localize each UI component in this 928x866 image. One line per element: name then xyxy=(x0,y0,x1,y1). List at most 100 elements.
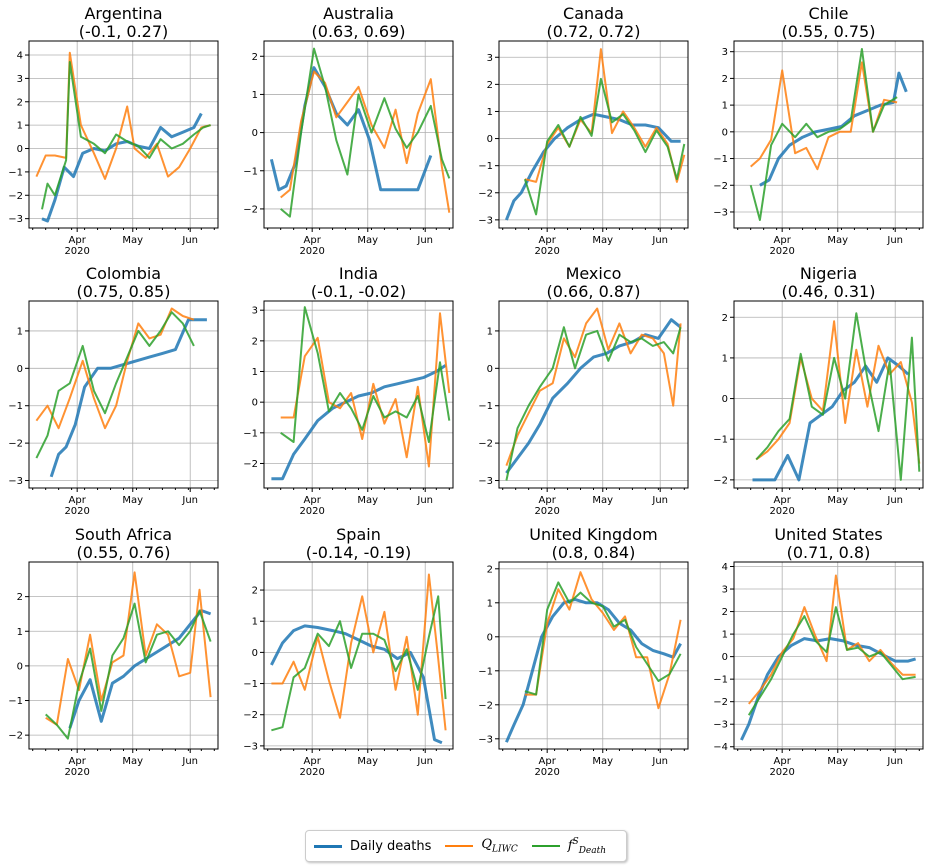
legend-label-f-death: fSDeath xyxy=(567,836,607,856)
y-tick-label: −1 xyxy=(243,166,258,177)
x-tick-label: May xyxy=(122,495,143,506)
x-tick-label: May xyxy=(827,756,848,767)
x-year-label: 2020 xyxy=(534,506,559,517)
y-tick-label: −2 xyxy=(8,191,23,202)
y-tick-label: −1 xyxy=(8,696,23,707)
series-line-q-liwc xyxy=(755,320,921,464)
y-tick-label: −1 xyxy=(478,161,493,172)
x-year-label: 2020 xyxy=(64,246,89,257)
y-tick-label: 0 xyxy=(722,127,728,138)
y-tick-label: −2 xyxy=(478,700,493,711)
x-tick-label: Apr xyxy=(304,756,322,767)
y-tick-label: 1 xyxy=(487,107,493,118)
subplot-australia: −2 −1 0 1 2 Apr May Jun 2020 Australia(0.63, 0.69… xyxy=(243,4,454,257)
legend-swatch-q-liwc xyxy=(445,845,474,847)
y-tick-label: −2 xyxy=(713,181,728,192)
x-tick-label: Apr xyxy=(774,235,792,246)
x-year-label: 2020 xyxy=(769,767,794,778)
y-tick-label: −2 xyxy=(8,439,23,450)
y-tick-label: 2 xyxy=(17,97,23,108)
x-tick-label: Jun xyxy=(181,495,198,506)
x-year-label: 2020 xyxy=(64,506,89,517)
x-tick-label: May xyxy=(827,495,848,506)
x-year-label: 2020 xyxy=(769,506,794,517)
subplot-title: Canada xyxy=(563,4,624,23)
axes-frame xyxy=(498,300,689,489)
y-tick-label: 0 xyxy=(17,364,23,375)
y-tick-label: −1 xyxy=(243,679,258,690)
y-tick-label: 1 xyxy=(487,326,493,337)
subplot-subtitle: (0.63, 0.69) xyxy=(312,22,406,41)
y-tick-label: 4 xyxy=(722,562,728,573)
y-tick-label: −2 xyxy=(243,204,258,215)
y-tick-label: 3 xyxy=(722,47,728,58)
series-line-f-s-death xyxy=(755,312,921,481)
y-tick-label: −3 xyxy=(713,720,728,731)
series-line-f-s-death xyxy=(505,326,682,481)
y-tick-label: −2 xyxy=(478,439,493,450)
series-line-f-s-death xyxy=(35,311,195,459)
subplot-title: Spain xyxy=(336,525,381,544)
series-line-q-liwc xyxy=(45,571,212,726)
series-line-daily-deaths xyxy=(740,637,917,741)
legend-item-q-liwc: QLIWC xyxy=(445,837,518,855)
subplot-south-africa: −2 −1 0 1 2 Apr May Jun 2020 South Africa(0.55, 0… xyxy=(8,525,219,778)
y-tick-label: 1 xyxy=(722,630,728,641)
y-tick-label: 1 xyxy=(17,326,23,337)
x-year-label: 2020 xyxy=(64,767,89,778)
x-tick-label: Jun xyxy=(886,235,903,246)
subplot-subtitle: (0.55, 0.76) xyxy=(77,543,171,562)
subplot-subtitle: (0.71, 0.8) xyxy=(787,543,871,562)
y-tick-label: −3 xyxy=(243,741,258,752)
y-tick-label: 2 xyxy=(722,313,728,324)
series-line-f-s-death xyxy=(41,61,211,210)
x-tick-label: Jun xyxy=(416,756,433,767)
series-line-daily-deaths xyxy=(68,609,212,729)
x-tick-label: Jun xyxy=(181,756,198,767)
x-year-label: 2020 xyxy=(299,506,324,517)
x-tick-label: Apr xyxy=(304,235,322,246)
y-tick-label: 1 xyxy=(252,617,258,628)
x-tick-label: Apr xyxy=(774,495,792,506)
x-tick-label: Jun xyxy=(651,235,668,246)
x-tick-label: Apr xyxy=(539,495,557,506)
subplot-title: Colombia xyxy=(86,264,161,283)
subplot-subtitle: (-0.1, -0.02) xyxy=(311,282,406,301)
subplot-title: Nigeria xyxy=(800,264,857,283)
y-tick-label: −3 xyxy=(713,207,728,218)
y-tick-label: 1 xyxy=(252,367,258,378)
x-tick-label: Jun xyxy=(651,756,668,767)
y-tick-label: 0 xyxy=(17,661,23,672)
x-year-label: 2020 xyxy=(299,246,324,257)
series-line-q-liwc xyxy=(524,48,686,183)
y-tick-label: 2 xyxy=(722,607,728,618)
x-tick-label: May xyxy=(122,756,143,767)
y-tick-label: 0 xyxy=(487,364,493,375)
y-tick-label: 4 xyxy=(17,51,23,62)
y-tick-label: −1 xyxy=(478,401,493,412)
subplot-india: −2 −1 0 1 2 3 Apr May Jun 2020 India(-0.1, -0.02) xyxy=(243,264,454,517)
y-tick-label: 0 xyxy=(252,128,258,139)
x-tick-label: Apr xyxy=(69,235,87,246)
y-tick-label: −2 xyxy=(8,731,23,742)
legend-label-q-liwc: QLIWC xyxy=(481,837,518,855)
x-tick-label: Jun xyxy=(886,756,903,767)
y-tick-label: −1 xyxy=(478,666,493,677)
y-tick-label: −1 xyxy=(713,675,728,686)
y-tick-label: −1 xyxy=(8,167,23,178)
axes-frame xyxy=(28,40,219,229)
subplot-subtitle: (0.55, 0.75) xyxy=(782,22,876,41)
x-tick-label: Jun xyxy=(416,235,433,246)
y-tick-label: 3 xyxy=(17,74,23,85)
y-tick-label: 2 xyxy=(252,336,258,347)
subplot-subtitle: (0.75, 0.85) xyxy=(77,282,171,301)
x-tick-label: May xyxy=(592,495,613,506)
y-tick-label: 1 xyxy=(722,353,728,364)
subplot-title: Chile xyxy=(808,4,848,23)
y-tick-label: 2 xyxy=(252,586,258,597)
y-tick-label: 0 xyxy=(487,632,493,643)
series-line-daily-deaths xyxy=(269,66,433,192)
subplot-subtitle: (-0.1, 0.27) xyxy=(79,22,169,41)
subplot-united-states: −4 −3 −2 −1 0 1 2 3 4 Apr May Jun 2020 United States(… xyxy=(713,525,924,778)
